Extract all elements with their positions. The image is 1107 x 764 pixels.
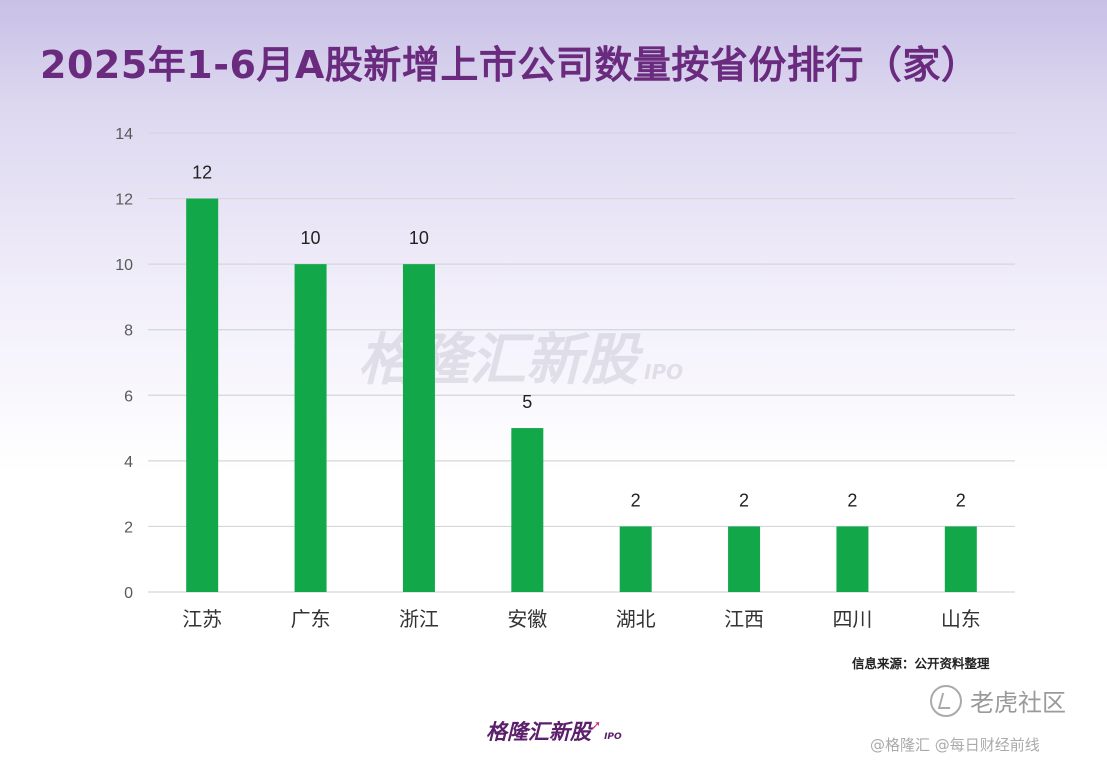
source-note: 信息来源：公开资料整理 [852, 656, 990, 671]
data-label: 10 [409, 228, 429, 248]
tiger-community-badge: 老虎社区 [930, 683, 1066, 718]
footer-logo-sub: IPO [604, 732, 622, 742]
x-tick-label: 江西 [724, 607, 764, 631]
y-tick-label: 12 [115, 192, 133, 209]
data-label: 2 [739, 490, 749, 510]
data-label: 2 [631, 490, 641, 510]
tiger-community-text: 老虎社区 [970, 689, 1066, 717]
bar [294, 264, 327, 592]
footer-logo-text: 格隆汇新股 [486, 720, 591, 744]
tiger-logo-icon [930, 684, 962, 717]
x-tick-label: 浙江 [399, 607, 439, 631]
y-tick-label: 0 [124, 585, 133, 602]
bar [619, 526, 652, 592]
y-tick-label: 10 [115, 257, 133, 274]
bar [402, 264, 435, 592]
data-label: 5 [522, 392, 532, 412]
y-tick-label: 4 [124, 454, 133, 471]
y-tick-label: 2 [124, 519, 133, 536]
x-tick-label: 山东 [941, 607, 981, 631]
bar [728, 526, 761, 592]
credit-text: @格隆汇 @每日财经前线 [870, 736, 1040, 754]
watermark-sub: IPO [644, 360, 684, 384]
x-tick-label: 广东 [291, 607, 331, 631]
y-tick-label: 14 [115, 126, 133, 143]
y-tick-label: 6 [124, 388, 133, 405]
data-label: 2 [847, 490, 857, 510]
data-label: 2 [956, 490, 966, 510]
bar [511, 428, 544, 592]
footer-logo: 格隆汇新股➚IPO [486, 716, 622, 746]
data-label: 10 [301, 228, 321, 248]
x-tick-label: 四川 [832, 607, 872, 631]
bar [186, 198, 219, 593]
chart-title: 2025年1-6月A股新增上市公司数量按省份排行（家） [40, 43, 980, 87]
trend-arrow-icon: ➚ [591, 718, 602, 732]
y-tick-label: 8 [124, 323, 133, 340]
x-tick-label: 安徽 [507, 607, 547, 631]
x-tick-label: 江苏 [182, 607, 222, 631]
x-tick-label: 湖北 [616, 607, 656, 631]
data-label: 12 [192, 163, 212, 183]
bar [836, 526, 869, 592]
bar [944, 526, 977, 592]
